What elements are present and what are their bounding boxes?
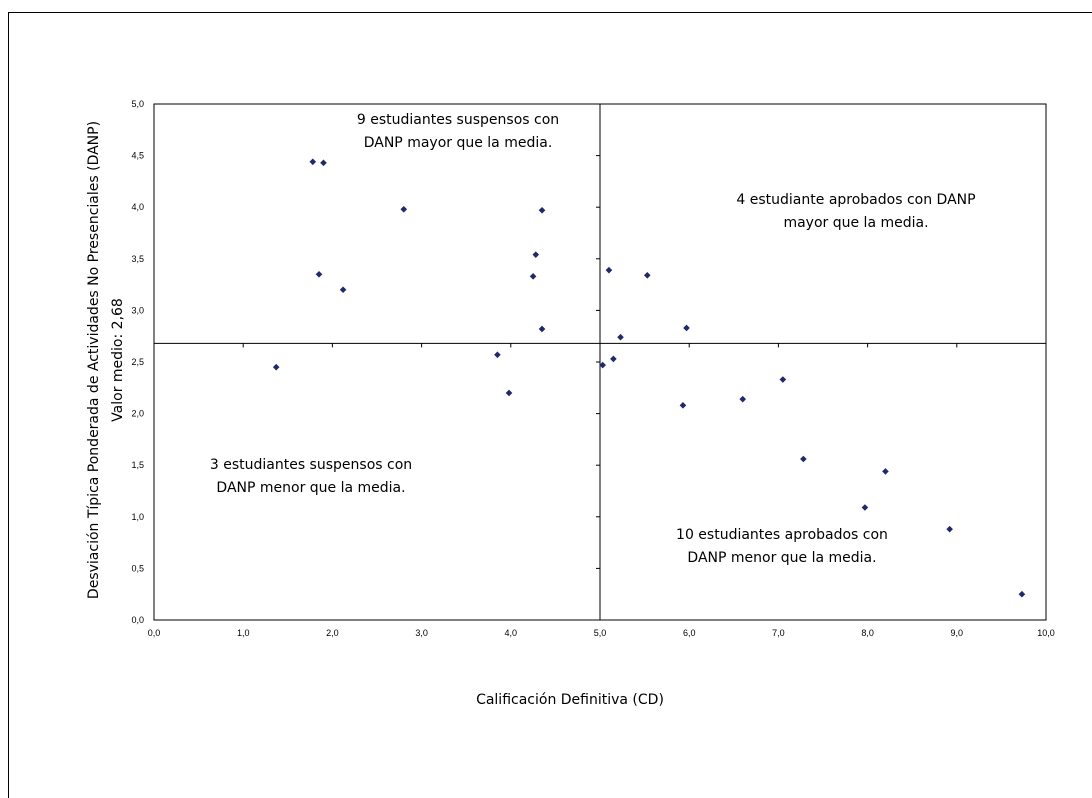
data-point (538, 325, 546, 333)
data-point (1018, 590, 1026, 598)
y-tick-label: 2,5 (131, 357, 144, 367)
y-tick-label: 1,0 (131, 512, 144, 522)
x-tick-label: 8,0 (861, 628, 874, 638)
annotation-top-right: 4 estudiante aprobados con DANP (736, 192, 975, 208)
x-tick-label: 1,0 (237, 628, 250, 638)
y-axis: 0,0 0,5 1,0 1,5 2,0 2,5 3,0 3,5 4,0 4,5 5,0 (131, 99, 600, 625)
data-point (739, 395, 747, 403)
data-point (683, 324, 690, 332)
x-axis: 0,0 1,0 2,0 3,0 4,0 5,0 6,0 7,0 8,0 9,0 10,0 (148, 343, 1055, 638)
y-tick-label: 1,5 (131, 460, 144, 470)
y-tick-label: 0,0 (131, 615, 144, 625)
annotation-bottom-left: DANP menor que la media. (216, 480, 405, 496)
x-tick-label: 3,0 (415, 628, 428, 638)
y-tick-label: 2,0 (131, 409, 144, 419)
data-point (529, 273, 537, 280)
y-axis-title: Desviación Típica Ponderada de Actividad… (86, 121, 102, 599)
x-tick-label: 7,0 (772, 628, 785, 638)
annotation-top-left: 9 estudiantes suspensos con (357, 112, 559, 128)
data-point (617, 333, 624, 341)
x-tick-label: 0,0 (148, 628, 161, 638)
data-point (800, 455, 807, 463)
y-tick-label: 3,0 (131, 305, 144, 315)
data-point (599, 361, 606, 369)
data-point (309, 158, 317, 166)
y-tick-label: 4,0 (131, 202, 144, 212)
y-tick-label: 4,5 (131, 151, 144, 161)
x-axis-title: Calificación Definitiva (CD) (476, 692, 664, 708)
x-tick-label: 6,0 (683, 628, 696, 638)
x-tick-label: 4,0 (505, 628, 518, 638)
annotation-bottom-right: 10 estudiantes aprobados con (676, 527, 888, 543)
data-point (610, 355, 617, 363)
data-point (882, 468, 889, 475)
data-point (532, 251, 540, 258)
data-point (946, 525, 953, 533)
data-point (505, 389, 513, 397)
data-point (315, 270, 323, 278)
data-point (339, 286, 347, 294)
x-tick-label: 10,0 (1037, 628, 1055, 638)
data-point (679, 402, 687, 409)
data-point (272, 363, 280, 371)
data-point (779, 376, 787, 383)
x-tick-label: 9,0 (951, 628, 964, 638)
data-point (494, 351, 501, 359)
x-tick-label: 5,0 (594, 628, 607, 638)
y-tick-label: 0,5 (131, 563, 144, 573)
x-tick-label: 2,0 (326, 628, 339, 638)
chart-frame (8, 12, 1092, 798)
annotation-bottom-left: 3 estudiantes suspensos con (210, 457, 412, 473)
data-point (861, 504, 869, 511)
quadrant-annotations: 9 estudiantes suspensos con DANP mayor qu… (210, 112, 976, 566)
data-point (538, 206, 546, 214)
data-point (320, 159, 327, 167)
data-point (605, 266, 613, 274)
annotation-top-left: DANP mayor que la media. (364, 135, 553, 151)
data-points (272, 158, 1026, 598)
data-point (400, 205, 408, 213)
data-point (643, 272, 651, 279)
y-tick-label: 3,5 (131, 254, 144, 264)
y-axis-mean-label: Valor medio: 2,68 (110, 298, 126, 422)
annotation-top-right: mayor que la media. (783, 215, 928, 231)
y-tick-label: 5,0 (131, 99, 144, 109)
annotation-bottom-right: DANP menor que la media. (687, 550, 876, 566)
